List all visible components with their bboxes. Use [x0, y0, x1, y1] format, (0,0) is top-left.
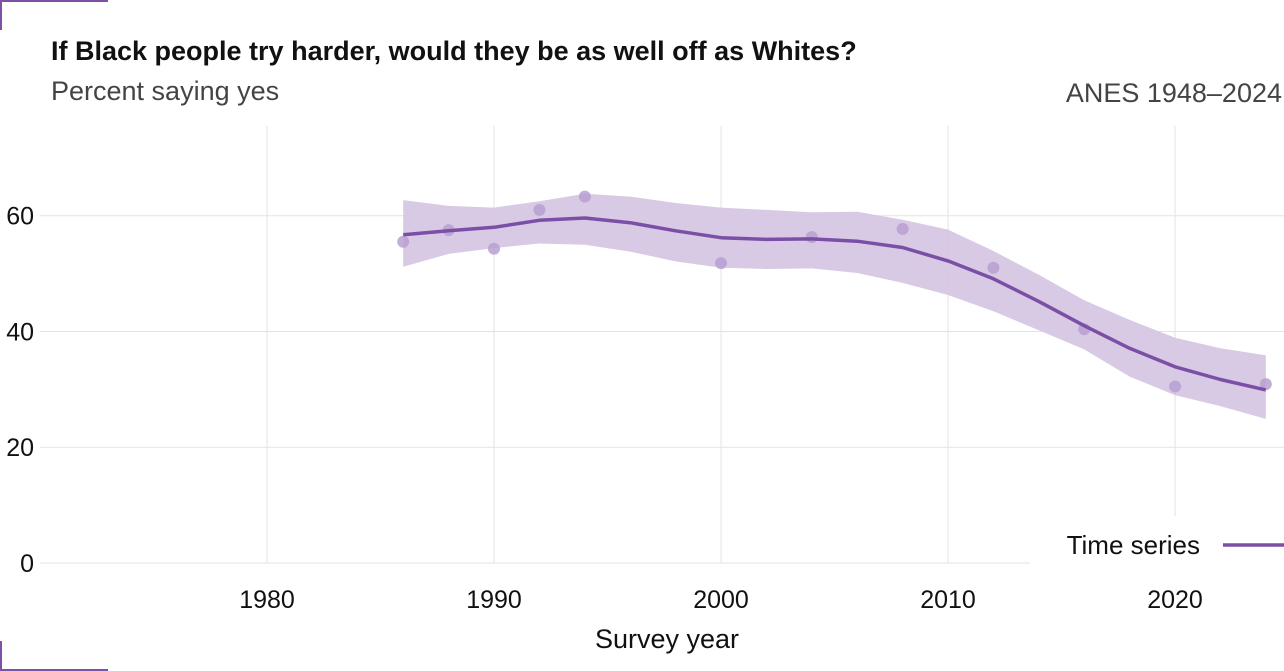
- data-point-1992: [533, 203, 546, 216]
- y-tick-label-60: 60: [6, 203, 34, 231]
- data-point-1990: [488, 242, 501, 255]
- legend: Time series: [1030, 516, 1284, 576]
- y-tick-label-20: 20: [6, 434, 34, 462]
- chart-source: ANES 1948–2024: [1065, 78, 1282, 108]
- corner-accent-top: [0, 0, 108, 30]
- chart-subtitle: Percent saying yes: [51, 76, 280, 106]
- y-axis-ticks: 0 20 40 60: [6, 203, 34, 578]
- legend-label-time-series: Time series: [1067, 530, 1200, 560]
- x-axis-ticks: 1980 1990 2000 2010 2020: [239, 586, 1203, 614]
- data-point-2020: [1169, 380, 1182, 393]
- x-tick-label-2000: 2000: [693, 586, 749, 614]
- x-tick-label-2020: 2020: [1147, 586, 1203, 614]
- corner-accent-bottom: [0, 641, 108, 671]
- band-area: [403, 193, 1266, 419]
- data-point-2008: [896, 223, 909, 236]
- x-tick-label-1980: 1980: [239, 586, 295, 614]
- data-point-2012: [987, 261, 1000, 274]
- confidence-band: [403, 193, 1266, 419]
- data-point-1994: [578, 190, 591, 203]
- x-axis-title: Survey year: [595, 624, 739, 654]
- data-point-2004: [805, 231, 818, 244]
- data-point-2000: [715, 257, 728, 270]
- x-tick-label-1990: 1990: [466, 586, 522, 614]
- y-tick-label-0: 0: [20, 550, 34, 578]
- chart-title: If Black people try harder, would they b…: [51, 36, 857, 66]
- data-point-1986: [397, 235, 410, 248]
- data-point-2024: [1259, 378, 1272, 391]
- y-tick-label-40: 40: [6, 318, 34, 346]
- series-line-time-series: [403, 216, 1267, 392]
- x-tick-label-2010: 2010: [920, 586, 976, 614]
- trend-line: [403, 216, 1267, 392]
